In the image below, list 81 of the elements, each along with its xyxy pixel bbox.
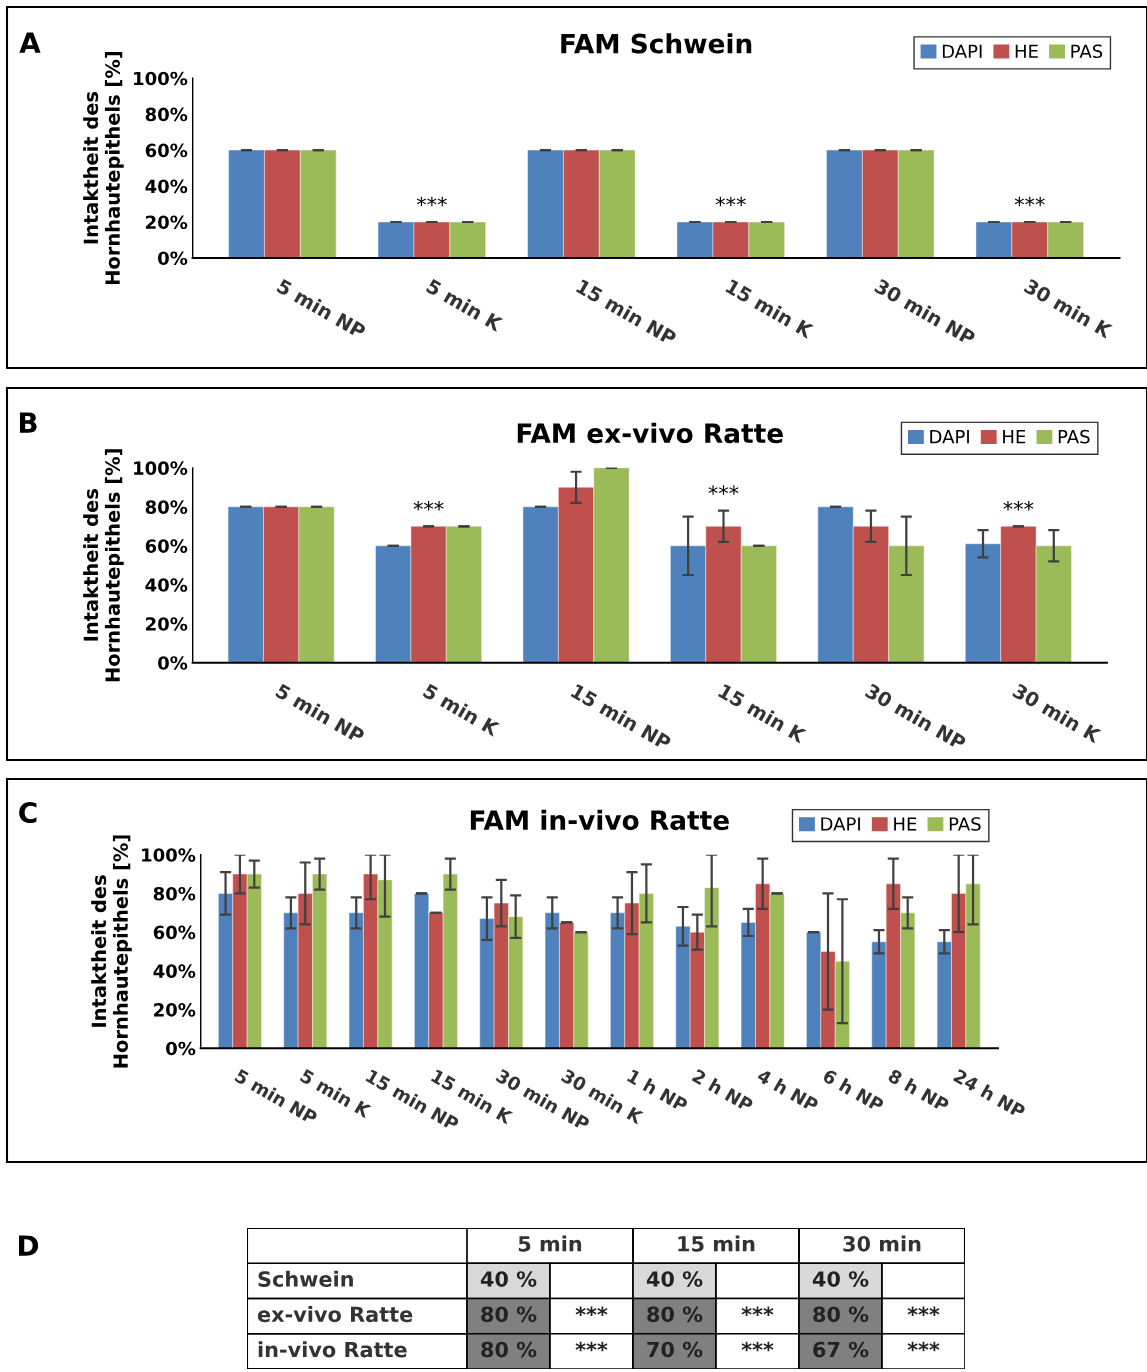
text: 80 % bbox=[647, 1306, 703, 1323]
y-tick-label: 40% bbox=[145, 578, 188, 592]
y-tick-label: 0% bbox=[158, 251, 188, 266]
legend-label: HE bbox=[1015, 44, 1038, 58]
category-label: 30 min bbox=[843, 1235, 921, 1252]
text: B bbox=[19, 412, 37, 433]
y-tick-label: 100% bbox=[142, 848, 196, 862]
annotation: *** bbox=[715, 196, 746, 207]
text: *** bbox=[741, 1306, 774, 1317]
y-tick-label: 80% bbox=[145, 500, 188, 514]
annotation: *** bbox=[416, 196, 447, 207]
category-label: in-vivo Ratte bbox=[258, 1341, 407, 1358]
text: 80 % bbox=[481, 1341, 537, 1358]
legend-label: PAS bbox=[1071, 44, 1103, 59]
category-label: 15 min bbox=[678, 1235, 755, 1252]
text: 80 % bbox=[813, 1306, 869, 1323]
text: 80 % bbox=[481, 1306, 537, 1323]
y-tick-label: 20% bbox=[154, 1002, 196, 1017]
y-tick-label: 40% bbox=[153, 964, 196, 978]
text: *** bbox=[575, 1306, 608, 1317]
annotation: *** bbox=[1014, 196, 1045, 207]
y-tick-label: 0% bbox=[158, 656, 188, 670]
y-tick-label: 60% bbox=[153, 925, 196, 940]
legend-label: DAPI bbox=[930, 430, 969, 444]
legend-label: DAPI bbox=[942, 44, 982, 58]
y-tick-label: 80% bbox=[145, 107, 188, 122]
annotation: *** bbox=[413, 500, 444, 511]
x-tick-label: 15 min NP bbox=[575, 278, 678, 346]
legend-label: DAPI bbox=[821, 817, 860, 831]
text: 40 % bbox=[812, 1271, 869, 1287]
x-tick-label: 4 h NP bbox=[756, 1068, 820, 1113]
chart-title: FAM in-vivo Ratte bbox=[470, 809, 729, 831]
x-tick-label: 2 h NP bbox=[691, 1068, 755, 1113]
x-tick-label: 5 min NP bbox=[274, 682, 366, 744]
x-tick-label: 8 h NP bbox=[887, 1068, 951, 1113]
category-label: ex-vivo Ratte bbox=[257, 1306, 413, 1323]
text: *** bbox=[575, 1341, 608, 1352]
y-tick-label: 20% bbox=[146, 617, 188, 631]
y-tick-label: 100% bbox=[134, 461, 188, 475]
text: D bbox=[19, 1235, 39, 1256]
category-label: 5 min bbox=[518, 1235, 582, 1252]
y-tick-label: 60% bbox=[145, 539, 188, 553]
text: C bbox=[19, 802, 37, 824]
x-tick-label: 30 min K bbox=[1011, 682, 1103, 744]
category-label: Schwein bbox=[258, 1270, 353, 1287]
x-tick-label: 15 min K bbox=[725, 278, 815, 339]
text: *** bbox=[741, 1341, 774, 1352]
y-tick-label: 0% bbox=[166, 1041, 196, 1056]
x-tick-label: 5 min K bbox=[422, 682, 501, 737]
x-tick-label: 5 min NP bbox=[276, 278, 367, 340]
text: 67 % bbox=[813, 1341, 869, 1358]
text: 70 % bbox=[647, 1341, 703, 1358]
x-tick-label: 30 min NP bbox=[864, 682, 968, 751]
y-tick-label: 60% bbox=[145, 143, 188, 158]
y-axis-title: Intaktheit des Hornhautepithels [%] bbox=[83, 449, 124, 682]
x-tick-label: 24 h NP bbox=[953, 1068, 1027, 1119]
text: *** bbox=[907, 1341, 940, 1352]
text: 40 % bbox=[480, 1271, 537, 1287]
annotation: *** bbox=[708, 485, 739, 495]
legend-label: PAS bbox=[1058, 429, 1090, 444]
x-tick-label: 5 min K bbox=[425, 278, 505, 333]
x-tick-label: 6 h NP bbox=[821, 1068, 885, 1113]
legend-label: PAS bbox=[949, 817, 981, 831]
x-tick-label: 15 min NP bbox=[570, 683, 673, 751]
y-tick-label: 80% bbox=[153, 886, 196, 901]
chart-title: FAM Schwein bbox=[561, 33, 752, 54]
legend-label: HE bbox=[1003, 430, 1026, 444]
y-axis-title: Intaktheit des Hornhautepithels [%] bbox=[83, 51, 124, 285]
x-tick-label: 30 min NP bbox=[873, 278, 977, 346]
y-tick-label: 20% bbox=[146, 215, 188, 230]
text: 40 % bbox=[646, 1271, 703, 1287]
text: *** bbox=[907, 1306, 940, 1317]
y-axis-title: Intaktheit des Hornhautepithels [%] bbox=[91, 835, 132, 1068]
x-tick-label: 30 min K bbox=[1023, 278, 1114, 339]
y-tick-label: 100% bbox=[134, 71, 188, 86]
chart-title: FAM ex-vivo Ratte bbox=[517, 422, 783, 444]
text: A bbox=[19, 32, 41, 53]
x-tick-label: 15 min K bbox=[717, 683, 808, 744]
y-tick-label: 40% bbox=[145, 179, 188, 194]
annotation: *** bbox=[1003, 500, 1034, 511]
legend-label: HE bbox=[894, 817, 917, 831]
